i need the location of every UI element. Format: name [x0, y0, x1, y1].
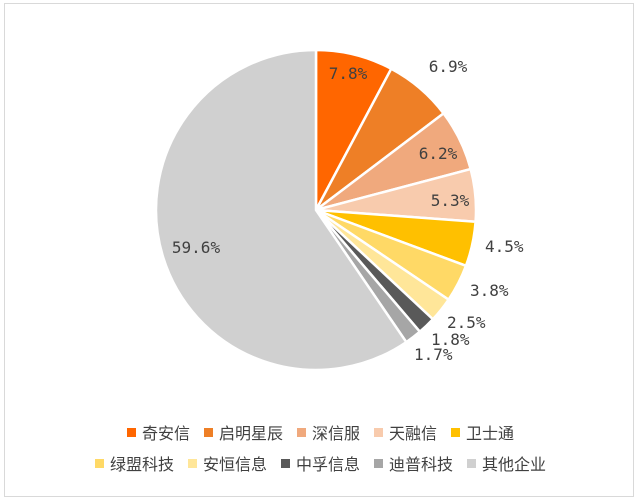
- legend-label: 绿盟科技: [109, 455, 174, 474]
- slice-label-10: 59.6%: [172, 238, 221, 257]
- legend-item-4: 天融信: [374, 420, 437, 444]
- legend-label: 中孚信息: [295, 455, 360, 474]
- legend-item-5: 卫士通: [451, 420, 514, 444]
- legend-swatch: [374, 427, 383, 437]
- legend-swatch: [374, 458, 383, 468]
- legend-label: 天融信: [389, 424, 438, 443]
- slice-label-1: 7.8%: [329, 64, 368, 83]
- legend-swatch: [203, 427, 213, 437]
- legend-label: 卫士通: [466, 424, 515, 443]
- slice-label-8: 1.8%: [431, 330, 470, 349]
- legend-swatch: [187, 458, 197, 468]
- slice-label-4: 5.3%: [431, 191, 470, 210]
- legend-swatch: [296, 427, 306, 437]
- legend-label: 迪普科技: [389, 455, 454, 474]
- legend-swatch: [94, 458, 104, 468]
- legend-item-3: 深信服: [296, 420, 360, 444]
- legend-label: 启明星辰: [218, 424, 283, 443]
- legend-item-2: 启明星辰: [203, 420, 283, 444]
- slice-label-7: 2.5%: [447, 313, 486, 332]
- legend-item-8: 中孚信息: [280, 451, 360, 475]
- legend-item-9: 迪普科技: [374, 451, 453, 475]
- legend-item-10: 其他企业: [467, 451, 546, 475]
- legend-label: 深信服: [311, 424, 360, 443]
- legend-label: 安恒信息: [202, 455, 267, 474]
- pie-slice-10: [154, 48, 409, 372]
- slice-label-5: 4.5%: [485, 237, 524, 256]
- slice-label-9: 1.7%: [414, 345, 453, 364]
- legend-row-1: 奇安信 启明星辰 深信服 天融信 卫士通: [0, 420, 641, 444]
- legend-item-7: 安恒信息: [187, 451, 267, 475]
- legend-swatch: [467, 458, 477, 468]
- legend-label: 其他企业: [482, 455, 547, 474]
- slice-label-3: 6.2%: [419, 144, 458, 163]
- legend-label: 奇安信: [141, 424, 190, 443]
- legend-swatch: [280, 458, 290, 468]
- legend-item-6: 绿盟科技: [94, 451, 174, 475]
- legend-item-1: 奇安信: [126, 420, 190, 444]
- legend-swatch: [126, 427, 136, 437]
- slice-label-2: 6.9%: [429, 57, 468, 76]
- slice-label-6: 3.8%: [470, 281, 509, 300]
- legend-row-2: 绿盟科技 安恒信息 中孚信息 迪普科技 其他企业: [0, 451, 641, 475]
- legend-swatch: [451, 427, 461, 437]
